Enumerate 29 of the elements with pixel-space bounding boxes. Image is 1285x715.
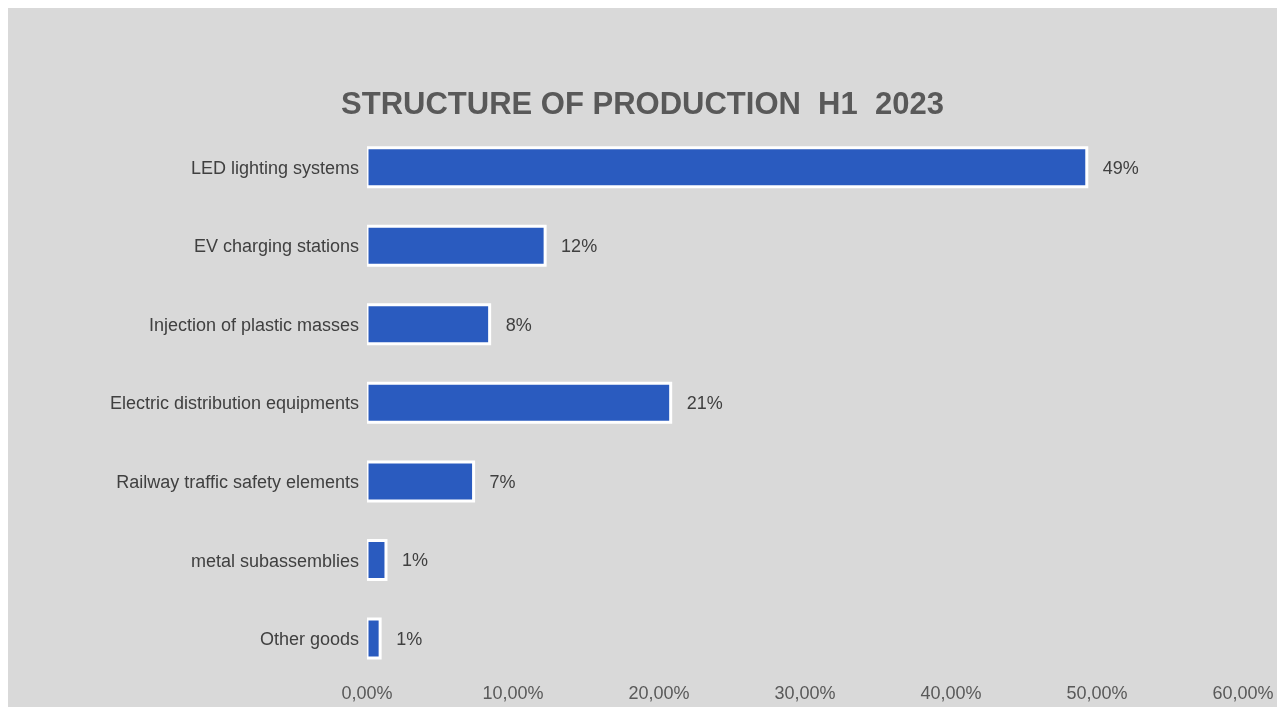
- bar: [367, 539, 388, 581]
- bar: [367, 224, 547, 267]
- y-tick-label: EV charging stations: [193, 236, 359, 257]
- y-tick-label: Railway traffic safety elements: [116, 471, 359, 492]
- y-tick-label: Other goods: [259, 629, 359, 650]
- bar: [367, 460, 476, 503]
- x-tick-label: 0,00%: [341, 682, 393, 703]
- x-tick-label: 50,00%: [1066, 682, 1128, 703]
- data-label: 1%: [401, 550, 428, 571]
- y-tick-label: metal subassemblies: [190, 550, 359, 571]
- bar: [367, 381, 673, 424]
- data-label: 12%: [561, 236, 598, 257]
- x-tick-label: 60,00%: [1212, 682, 1274, 703]
- x-tick-label: 30,00%: [774, 682, 836, 703]
- data-label: 1%: [396, 628, 423, 649]
- data-label: 49%: [1102, 157, 1139, 178]
- x-tick-label: 10,00%: [482, 682, 544, 703]
- data-label: 8%: [505, 314, 532, 335]
- bar: [367, 303, 492, 346]
- y-tick-label: LED lighting systems: [190, 157, 359, 178]
- y-tick-label: Injection of plastic masses: [148, 314, 359, 335]
- data-label: 7%: [489, 471, 516, 492]
- bar: [367, 617, 382, 660]
- x-tick-label: 40,00%: [920, 682, 982, 703]
- x-tick-label: 20,00%: [628, 682, 690, 703]
- chart-title: STRUCTURE OF PRODUCTION H1 2023: [340, 86, 945, 122]
- bar: [367, 146, 1089, 189]
- data-label: 21%: [686, 393, 723, 414]
- y-tick-label: Electric distribution equipments: [109, 393, 359, 414]
